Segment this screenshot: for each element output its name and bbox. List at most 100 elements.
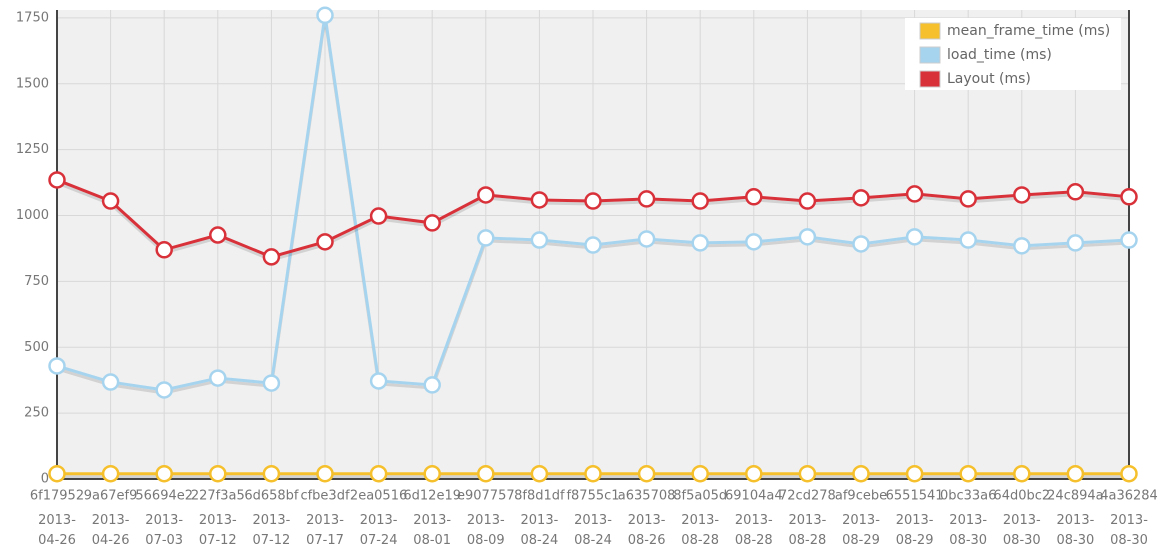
x-tick-date: 2013-08-30	[1003, 513, 1041, 548]
point	[530, 191, 549, 209]
legend-swatch	[919, 46, 941, 64]
x-tick-label: cfbe3df	[300, 489, 349, 504]
x-tick-date: 2013-04-26	[92, 513, 130, 548]
x-tick-label: 0bc33a6	[940, 489, 996, 504]
x-tick-label: af9cebe	[835, 489, 887, 504]
point	[369, 372, 388, 390]
point	[101, 464, 120, 483]
point	[48, 357, 66, 375]
x-tick-date: 2013-08-28	[735, 513, 773, 548]
point	[691, 234, 709, 252]
x-tick-date: 2013-07-24	[360, 513, 398, 548]
y-tick-label: 1250	[16, 142, 49, 157]
point	[209, 226, 227, 244]
point	[155, 381, 173, 399]
x-tick-label: 4a36284	[1100, 489, 1158, 504]
x-tick-label: 56694e2	[135, 489, 193, 504]
x-tick-date: 2013-08-30	[949, 513, 987, 548]
point	[798, 192, 817, 210]
x-tick-date: 2013-08-24	[521, 513, 559, 548]
point	[637, 190, 656, 208]
x-tick-date: 2013-08-26	[628, 513, 666, 548]
point	[1066, 234, 1085, 252]
x-tick-label: 8f5a05d	[673, 489, 727, 504]
point	[637, 464, 656, 483]
legend-box	[905, 18, 1121, 90]
x-tick-label: 64d0bc2	[993, 489, 1050, 504]
point	[1013, 464, 1031, 483]
x-tick-label: 6f17952	[30, 489, 84, 504]
x-tick-date: 2013-07-12	[253, 513, 291, 548]
x-tick-label: 8f8d1df	[514, 489, 565, 504]
point	[1013, 237, 1031, 255]
x-tick-date: 2013-07-03	[145, 513, 183, 548]
x-tick-date: 2013-08-29	[842, 513, 880, 548]
point	[745, 188, 763, 206]
x-tick-date: 2013-07-12	[199, 513, 237, 548]
point	[477, 229, 495, 247]
point	[423, 376, 441, 394]
point	[798, 228, 817, 246]
x-tick-label: a635708	[618, 489, 676, 504]
x-tick-date: 2013-08-30	[1057, 513, 1095, 548]
point	[852, 464, 870, 483]
point	[798, 464, 817, 483]
y-tick-label: 500	[24, 340, 49, 355]
point	[691, 192, 709, 210]
point	[530, 231, 549, 249]
x-tick-label: 69104a4	[725, 489, 783, 504]
point	[905, 464, 924, 483]
point	[262, 374, 281, 392]
point	[691, 464, 709, 483]
point	[48, 171, 66, 189]
y-tick-label: 750	[24, 274, 49, 289]
point	[369, 207, 388, 225]
point	[209, 369, 227, 387]
point	[959, 464, 977, 483]
legend: mean_frame_time (ms) load_time (ms) Layout…	[905, 18, 1121, 90]
x-tick-date: 2013-04-26	[38, 513, 76, 548]
legend-swatch	[919, 70, 941, 88]
point	[530, 464, 549, 483]
point	[1120, 188, 1138, 206]
point	[262, 464, 281, 483]
point	[316, 6, 334, 25]
y-tick-label: 1000	[16, 208, 49, 223]
point	[959, 190, 977, 208]
point	[262, 248, 281, 266]
x-tick-date: 2013-08-30	[1110, 513, 1148, 548]
x-tick-label: 6d12e19	[403, 489, 461, 504]
point	[745, 233, 763, 251]
x-tick-date: 2013-08-29	[896, 513, 934, 548]
point	[959, 231, 977, 249]
point	[852, 235, 870, 253]
point	[316, 464, 334, 483]
x-tick-label: 227f3a5	[191, 489, 245, 504]
x-tick-label: 9a67ef9	[84, 489, 138, 504]
point	[1066, 183, 1085, 201]
legend-label: Layout (ms)	[947, 71, 1031, 87]
point	[101, 192, 120, 210]
legend-label: mean_frame_time (ms)	[947, 23, 1110, 39]
point	[637, 230, 656, 248]
point	[209, 464, 227, 483]
x-tick-label: 6d658bf	[244, 489, 299, 504]
x-tick-date: 2013-07-17	[306, 513, 344, 548]
x-tick-date: 2013-08-28	[681, 513, 719, 548]
point	[423, 464, 441, 483]
x-tick-date: 2013-08-09	[467, 513, 505, 548]
legend-swatch	[919, 22, 941, 40]
point	[477, 464, 495, 483]
point	[316, 233, 334, 251]
point	[101, 373, 120, 391]
x-tick-label: f8755c1	[566, 489, 619, 504]
x-tick-label: 2ea0516	[350, 489, 407, 504]
y-tick-label: 1500	[16, 76, 49, 91]
point	[852, 189, 870, 207]
y-tick-label: 1750	[16, 10, 49, 25]
point	[584, 192, 602, 210]
point	[745, 464, 763, 483]
point	[369, 464, 388, 483]
point	[155, 241, 173, 259]
